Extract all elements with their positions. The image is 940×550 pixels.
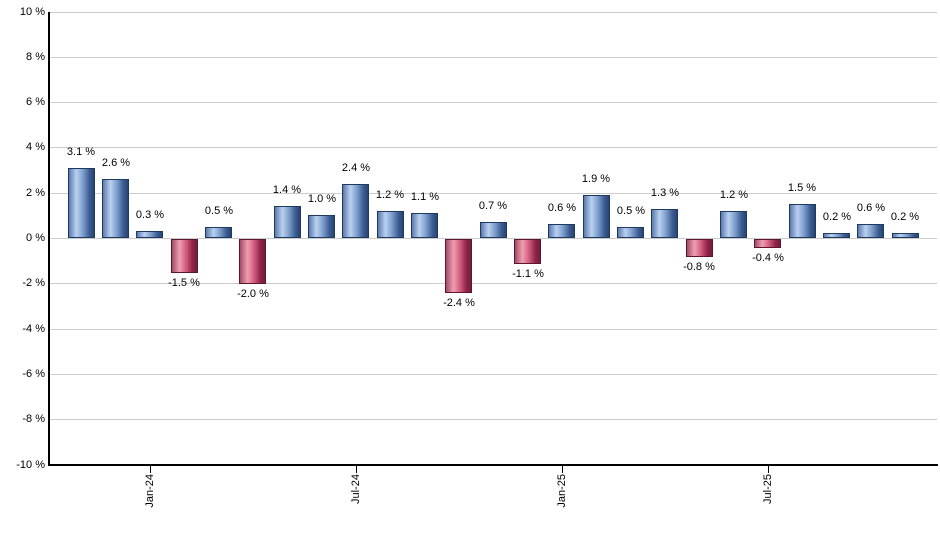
bar-value-label: 0.5 % — [616, 205, 646, 217]
bar-value-label: -0.4 % — [752, 252, 784, 264]
x-axis-tick — [562, 466, 563, 473]
gridline — [50, 419, 937, 420]
y-axis-tick-label: -4 % — [22, 323, 45, 335]
gridline — [50, 12, 937, 13]
bar-positive — [377, 211, 404, 238]
bar-value-label: 1.2 % — [375, 189, 405, 201]
bar-value-label: 0.5 % — [204, 205, 234, 217]
bar-value-label: 0.2 % — [890, 211, 920, 223]
bar-positive — [308, 215, 335, 238]
bar-value-label: -2.4 % — [443, 297, 475, 309]
bar-positive — [411, 213, 438, 238]
bar-value-label: 3.1 % — [66, 146, 96, 158]
bar-positive — [617, 227, 644, 238]
bar-negative — [686, 239, 713, 257]
bar-value-label: 0.6 % — [547, 202, 577, 214]
bar-value-label: 0.7 % — [478, 200, 508, 212]
bar-value-label: 2.6 % — [101, 157, 131, 169]
bar-value-label: -2.0 % — [237, 288, 269, 300]
y-axis-tick-label: 4 % — [26, 141, 45, 153]
x-axis-tick — [150, 466, 151, 473]
gridline — [50, 57, 937, 58]
gridline — [50, 374, 937, 375]
bar-positive — [583, 195, 610, 238]
bar-value-label: 1.9 % — [581, 173, 611, 185]
x-axis-line — [48, 464, 938, 466]
bar-value-label: 1.2 % — [719, 189, 749, 201]
y-axis-tick-label: -2 % — [22, 277, 45, 289]
y-axis-tick-label: -6 % — [22, 368, 45, 380]
gridline — [50, 102, 937, 103]
y-axis-tick-label: 0 % — [26, 232, 45, 244]
y-axis-tick-label: -10 % — [16, 459, 45, 471]
y-axis-tick-label: 6 % — [26, 96, 45, 108]
bar-positive — [102, 179, 129, 238]
x-axis-tick-label: Jan-24 — [144, 474, 156, 508]
x-axis-tick-label: Jan-25 — [556, 474, 568, 508]
y-axis-tick-label: 10 % — [19, 6, 45, 18]
bar-negative — [171, 239, 198, 273]
bar-value-label: -1.1 % — [512, 268, 544, 280]
x-axis-tick — [356, 466, 357, 473]
bar-negative — [514, 239, 541, 264]
bar-value-label: 2.4 % — [341, 162, 371, 174]
bar-value-label: 1.5 % — [787, 182, 817, 194]
bar-value-label: 1.0 % — [307, 193, 337, 205]
bar-value-label: 1.4 % — [272, 184, 302, 196]
bar-value-label: 0.2 % — [822, 211, 852, 223]
x-axis-tick-label: Jul-25 — [762, 474, 774, 504]
gridline — [50, 147, 937, 148]
bar-value-label: 1.3 % — [650, 187, 680, 199]
gridline — [50, 329, 937, 330]
bar-positive — [857, 224, 884, 238]
bar-positive — [205, 227, 232, 238]
bar-value-label: -1.5 % — [168, 277, 200, 289]
y-axis-tick-label: 2 % — [26, 187, 45, 199]
bar-positive — [789, 204, 816, 238]
bar-positive — [651, 209, 678, 238]
bar-value-label: 0.6 % — [856, 202, 886, 214]
y-axis-tick-label: -8 % — [22, 413, 45, 425]
gridline — [50, 238, 937, 239]
bar-value-label: 0.3 % — [135, 209, 165, 221]
bar-positive — [892, 233, 919, 238]
bar-positive — [823, 233, 850, 238]
y-axis-line — [48, 12, 50, 466]
x-axis-tick — [768, 466, 769, 473]
gridline — [50, 283, 937, 284]
bar-positive — [480, 222, 507, 238]
bar-value-label: -0.8 % — [683, 261, 715, 273]
bar-negative — [239, 239, 266, 284]
x-axis-tick-label: Jul-24 — [350, 474, 362, 504]
bar-positive — [136, 231, 163, 238]
bar-negative — [754, 239, 781, 248]
bar-value-label: 1.1 % — [410, 191, 440, 203]
bar-positive — [274, 206, 301, 238]
bar-positive — [68, 168, 95, 238]
y-axis-tick-label: 8 % — [26, 51, 45, 63]
gridline — [50, 193, 937, 194]
bar-positive — [720, 211, 747, 238]
bar-negative — [445, 239, 472, 293]
bar-positive — [548, 224, 575, 238]
bar-positive — [342, 184, 369, 238]
